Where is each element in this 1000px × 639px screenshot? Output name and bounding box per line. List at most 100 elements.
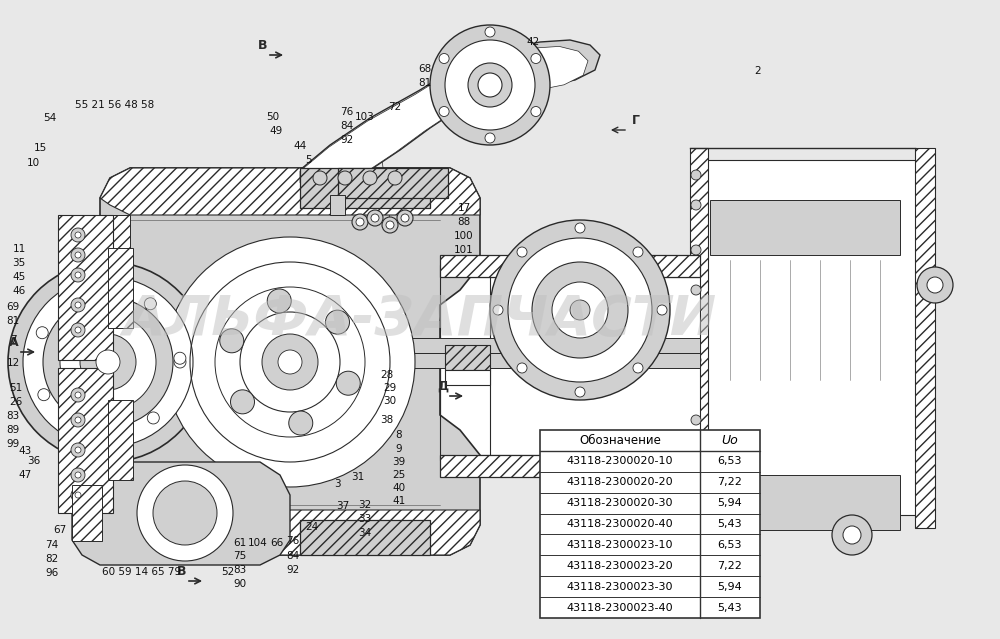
Polygon shape [72, 462, 290, 565]
Text: 7,22: 7,22 [718, 477, 742, 487]
Circle shape [71, 488, 85, 502]
Bar [108, 248, 133, 328]
Text: 104: 104 [248, 538, 268, 548]
Bar [338, 168, 448, 198]
Text: 47: 47 [18, 470, 32, 480]
Text: 15: 15 [33, 143, 47, 153]
Bar [108, 400, 133, 480]
Text: 83: 83 [233, 565, 247, 575]
Circle shape [75, 417, 81, 423]
Polygon shape [100, 168, 480, 215]
Circle shape [382, 217, 398, 233]
Circle shape [633, 363, 643, 373]
Circle shape [336, 371, 360, 395]
Circle shape [508, 238, 652, 382]
Circle shape [363, 171, 377, 185]
Text: 100: 100 [454, 231, 474, 241]
Text: 69: 69 [6, 302, 20, 312]
Text: 34: 34 [358, 528, 372, 538]
Text: 10: 10 [26, 158, 40, 168]
Circle shape [575, 223, 585, 233]
Circle shape [691, 170, 701, 180]
Text: 43118-2300020-30: 43118-2300020-30 [567, 498, 673, 508]
Circle shape [38, 389, 50, 401]
Text: 38: 38 [380, 415, 394, 425]
Text: 33: 33 [358, 514, 372, 524]
Text: 67: 67 [53, 525, 67, 535]
Circle shape [570, 300, 590, 320]
Bar [440, 255, 700, 277]
Text: 35: 35 [12, 258, 26, 268]
Bar [100, 353, 700, 368]
Text: 25: 25 [392, 470, 406, 480]
Circle shape [832, 515, 872, 555]
Text: 44: 44 [293, 141, 307, 151]
Text: 7: 7 [10, 335, 16, 345]
Text: А: А [9, 336, 19, 349]
Circle shape [691, 245, 701, 255]
Text: 29: 29 [383, 383, 397, 393]
Text: Д: Д [437, 380, 448, 393]
Text: В: В [177, 565, 187, 578]
Circle shape [552, 282, 608, 338]
Circle shape [75, 302, 81, 308]
Polygon shape [100, 510, 480, 555]
Circle shape [43, 297, 173, 427]
Circle shape [75, 232, 81, 238]
Circle shape [174, 352, 186, 364]
Circle shape [917, 267, 953, 303]
Bar [58, 215, 113, 360]
Bar [710, 200, 900, 255]
Text: 84: 84 [286, 551, 300, 561]
Circle shape [485, 133, 495, 143]
Text: 26: 26 [9, 397, 23, 407]
Circle shape [532, 262, 628, 358]
Text: 45: 45 [12, 272, 26, 282]
Circle shape [87, 426, 99, 438]
Circle shape [231, 390, 255, 414]
Text: 30: 30 [383, 396, 397, 406]
Text: Г: Г [632, 114, 640, 127]
Text: 9: 9 [396, 444, 402, 454]
Bar [58, 368, 113, 513]
Circle shape [71, 268, 85, 282]
Circle shape [60, 314, 156, 410]
Text: 83: 83 [6, 411, 20, 421]
Circle shape [96, 350, 120, 374]
Circle shape [691, 515, 701, 525]
Bar [915, 148, 935, 528]
Text: 43118-2300020-40: 43118-2300020-40 [567, 519, 673, 529]
Text: 12: 12 [6, 358, 20, 368]
Circle shape [633, 247, 643, 257]
Circle shape [485, 27, 495, 37]
Text: 46: 46 [12, 286, 26, 296]
Text: 43: 43 [18, 446, 32, 456]
Polygon shape [300, 40, 600, 185]
Text: В: В [258, 39, 268, 52]
Text: 2: 2 [755, 66, 761, 76]
Text: 52: 52 [221, 567, 235, 577]
Circle shape [531, 54, 541, 63]
Bar [710, 475, 900, 530]
Text: 60 59 14 65 79: 60 59 14 65 79 [102, 567, 182, 577]
Circle shape [439, 107, 449, 116]
Text: 51: 51 [9, 383, 23, 393]
Text: 11: 11 [12, 244, 26, 254]
Bar [445, 370, 490, 385]
Circle shape [75, 272, 81, 278]
Bar [690, 148, 935, 528]
Circle shape [386, 221, 394, 229]
Text: 3: 3 [334, 479, 340, 489]
Text: 81: 81 [418, 78, 432, 88]
Bar [100, 215, 130, 360]
Circle shape [691, 460, 701, 470]
Bar [330, 195, 345, 215]
Circle shape [691, 200, 701, 210]
Text: 31: 31 [351, 472, 365, 482]
Text: 74: 74 [45, 540, 59, 550]
Circle shape [478, 73, 502, 97]
Circle shape [71, 298, 85, 312]
Bar [100, 338, 700, 353]
Text: 5: 5 [305, 155, 311, 165]
Polygon shape [100, 168, 480, 555]
